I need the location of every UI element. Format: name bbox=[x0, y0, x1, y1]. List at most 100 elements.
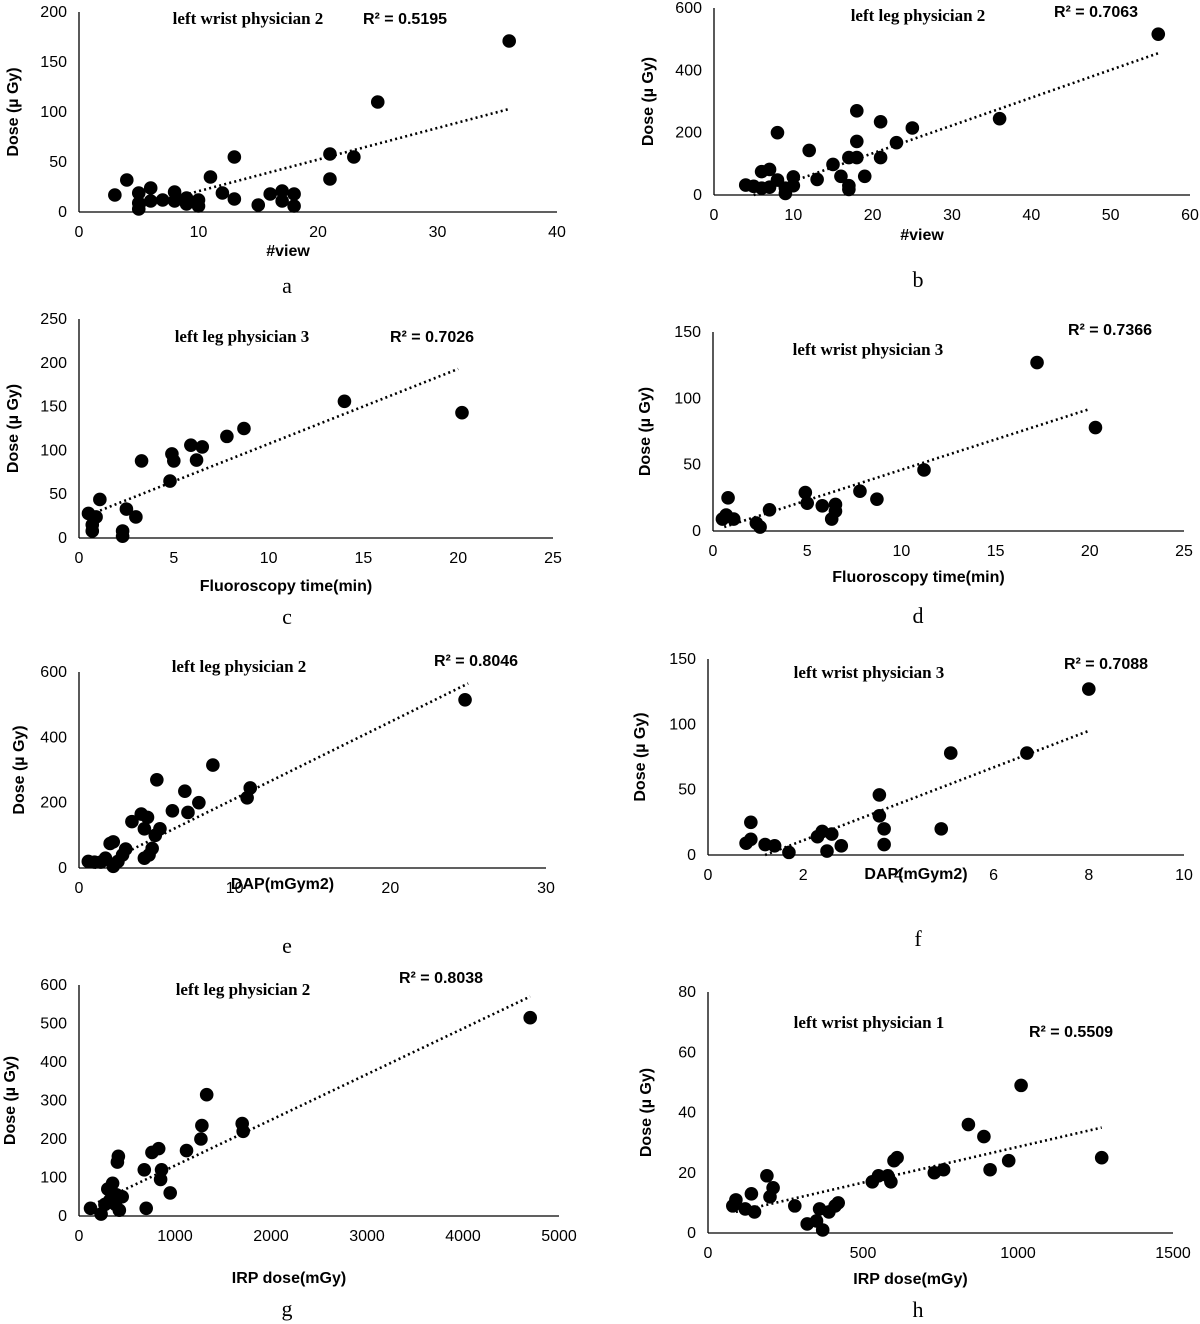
data-point bbox=[826, 157, 840, 172]
data-point bbox=[105, 1176, 120, 1191]
data-point bbox=[194, 1132, 208, 1146]
data-point bbox=[890, 1150, 904, 1165]
data-point bbox=[167, 454, 181, 468]
x-tick-label: 10 bbox=[260, 550, 278, 567]
data-point bbox=[523, 1010, 537, 1025]
y-tick-label: 0 bbox=[58, 860, 67, 877]
y-tick-label: 50 bbox=[49, 154, 67, 171]
data-point bbox=[872, 809, 887, 823]
data-point bbox=[1014, 1078, 1028, 1093]
chart-title: left leg physician 3 bbox=[175, 327, 310, 346]
data-point bbox=[93, 492, 107, 507]
trendline bbox=[735, 1126, 1102, 1214]
data-point bbox=[139, 1201, 153, 1216]
trendline bbox=[93, 682, 469, 870]
x-tick-label: 5000 bbox=[541, 1228, 577, 1245]
data-point bbox=[877, 837, 891, 852]
x-axis-title: DAP(mGym2) bbox=[231, 876, 334, 893]
data-point bbox=[153, 822, 167, 836]
x-tick-label: 20 bbox=[864, 207, 882, 224]
y-tick-label: 200 bbox=[40, 355, 67, 372]
data-point bbox=[889, 135, 904, 150]
y-tick-label: 150 bbox=[669, 651, 696, 668]
panel-letter: g bbox=[282, 1296, 293, 1321]
data-point bbox=[125, 814, 139, 829]
data-point bbox=[143, 181, 158, 195]
data-point bbox=[275, 184, 289, 198]
x-tick-label: 1000 bbox=[157, 1228, 193, 1245]
x-tick-label: 3000 bbox=[349, 1228, 385, 1245]
data-point bbox=[263, 187, 278, 201]
r-squared-label: R² = 0.8038 bbox=[399, 970, 483, 987]
data-point bbox=[115, 529, 130, 544]
data-point bbox=[857, 169, 872, 184]
data-point bbox=[179, 1143, 194, 1158]
data-point bbox=[884, 1174, 898, 1189]
data-point bbox=[767, 839, 782, 853]
data-point bbox=[206, 758, 220, 772]
data-point bbox=[983, 1162, 997, 1177]
chart-title: left wrist physician 3 bbox=[794, 663, 945, 682]
chart-panel-b: 0 200 400 600 0 10 20 30 40 50 60 left leg physicia… bbox=[640, 0, 1199, 292]
data-point bbox=[992, 111, 1007, 126]
data-point bbox=[815, 498, 830, 513]
y-tick-label: 100 bbox=[669, 716, 696, 733]
y-tick-label: 0 bbox=[58, 204, 67, 221]
x-tick-label: 20 bbox=[309, 224, 327, 241]
data-point bbox=[798, 485, 813, 500]
data-point bbox=[1082, 682, 1096, 696]
x-tick-label: 40 bbox=[548, 224, 566, 241]
data-point bbox=[191, 193, 206, 207]
data-point bbox=[977, 1129, 991, 1144]
data-point bbox=[131, 196, 146, 210]
data-point bbox=[934, 822, 949, 836]
data-point bbox=[872, 788, 887, 802]
data-point bbox=[850, 150, 864, 165]
data-point bbox=[961, 1117, 976, 1132]
data-point bbox=[236, 1124, 250, 1139]
x-axis-title: DAP(mGym2) bbox=[864, 866, 967, 883]
x-tick-label: 10 bbox=[190, 224, 208, 241]
data-point bbox=[502, 34, 516, 48]
panel-letter: a bbox=[282, 273, 292, 298]
data-point bbox=[195, 1118, 209, 1133]
chart-panel-d: 0 50 100 150 0 5 10 15 20 25 left wrist physician … bbox=[637, 322, 1193, 628]
data-point bbox=[163, 474, 177, 488]
chart-title: left leg physician 2 bbox=[172, 657, 307, 676]
data-point bbox=[120, 173, 134, 187]
data-point bbox=[192, 795, 206, 810]
y-tick-label: 0 bbox=[687, 1225, 696, 1242]
y-tick-label: 200 bbox=[675, 125, 702, 142]
panel-letter: b bbox=[913, 267, 924, 292]
data-point bbox=[943, 746, 958, 760]
y-tick-label: 200 bbox=[40, 1131, 67, 1148]
y-tick-label: 0 bbox=[692, 523, 701, 540]
y-tick-label: 300 bbox=[40, 1093, 67, 1110]
data-point bbox=[786, 170, 801, 184]
data-point bbox=[145, 841, 159, 856]
data-point bbox=[802, 143, 816, 158]
y-tick-label: 600 bbox=[40, 664, 67, 681]
r-squared-label: R² = 0.7088 bbox=[1064, 656, 1148, 673]
chart-title: left wrist physician 1 bbox=[794, 1013, 945, 1032]
x-tick-label: 5 bbox=[169, 550, 178, 567]
y-axis-title: Dose (µ Gy) bbox=[5, 384, 22, 473]
data-point bbox=[151, 1141, 166, 1156]
y-tick-label: 40 bbox=[678, 1105, 696, 1122]
data-point bbox=[762, 162, 777, 177]
data-point bbox=[842, 178, 856, 193]
data-point bbox=[181, 805, 195, 820]
data-point bbox=[770, 125, 785, 140]
chart-title: left leg physician 2 bbox=[176, 980, 311, 999]
data-point bbox=[243, 781, 258, 795]
data-point bbox=[873, 114, 888, 129]
y-axis-title: Dose (µ Gy) bbox=[640, 57, 657, 146]
panel-letter: d bbox=[913, 603, 924, 628]
r-squared-label: R² = 0.8046 bbox=[434, 653, 518, 670]
x-tick-label: 0 bbox=[710, 207, 719, 224]
data-point bbox=[227, 150, 242, 164]
data-point bbox=[227, 192, 242, 206]
chart-panel-f: 0 50 100 150 0 2 4 6 8 10 left wrist physician 3 R²… bbox=[632, 651, 1193, 951]
data-point bbox=[347, 150, 361, 164]
x-axis-title: Fluoroscopy time(min) bbox=[200, 578, 372, 595]
